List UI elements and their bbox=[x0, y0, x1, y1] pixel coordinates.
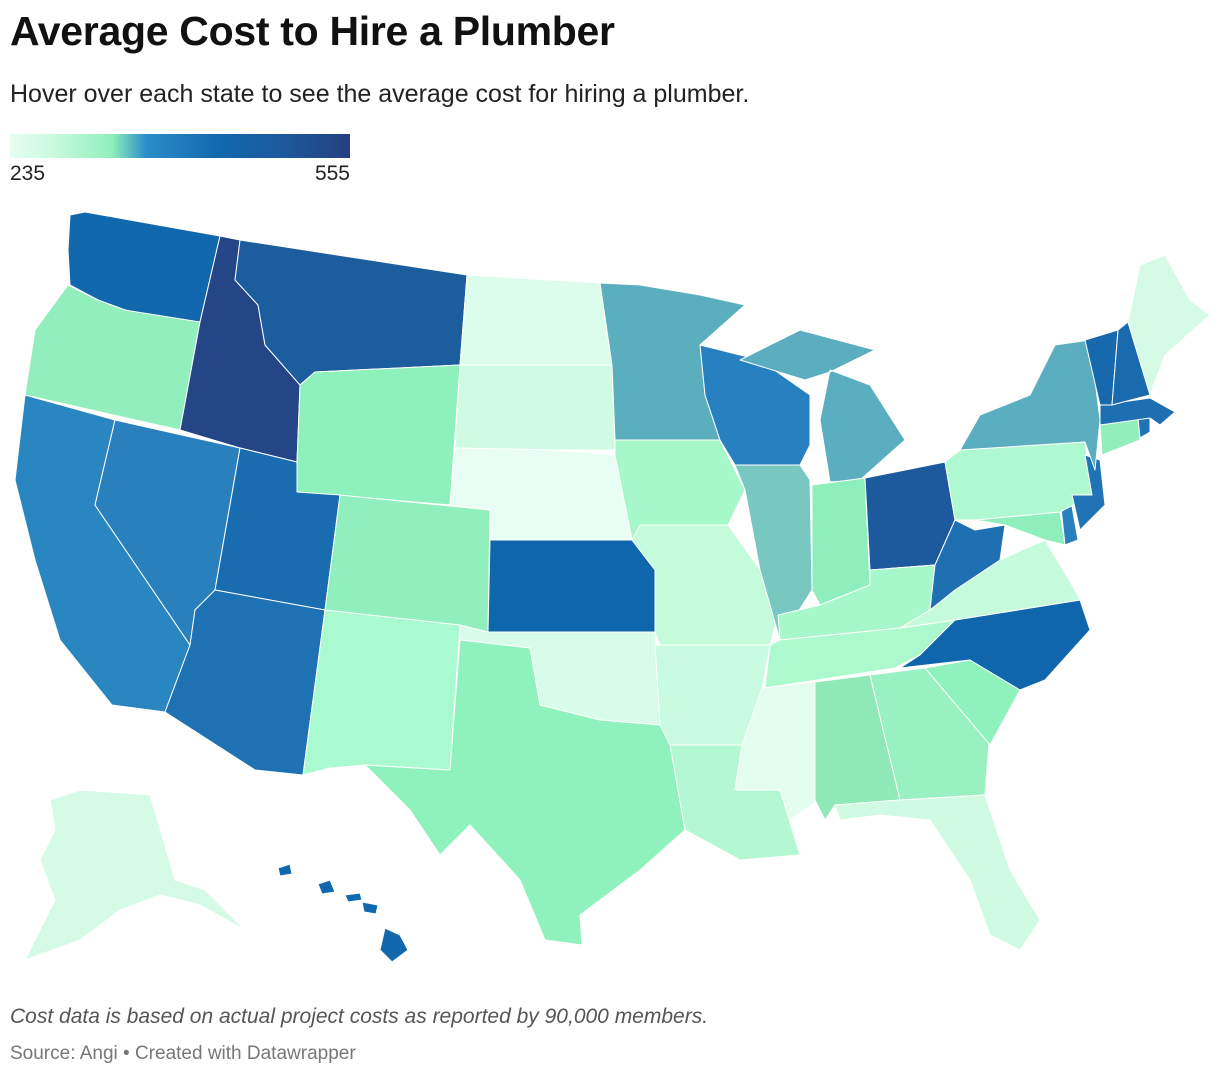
state-north-dakota[interactable] bbox=[459, 274, 613, 366]
us-state-map bbox=[14, 211, 1211, 963]
footer-source: Source: Angi • Created with Datawrapper bbox=[10, 1043, 356, 1064]
legend-labels: 235 555 bbox=[10, 162, 350, 188]
legend-gradient-bar bbox=[10, 134, 350, 158]
state-colorado[interactable] bbox=[324, 494, 491, 633]
state-wyoming[interactable] bbox=[296, 364, 461, 506]
state-indiana[interactable] bbox=[811, 477, 871, 606]
state-georgia[interactable] bbox=[869, 667, 991, 801]
state-west-virginia[interactable] bbox=[929, 519, 1006, 611]
state-maine[interactable] bbox=[1127, 254, 1211, 396]
state-kansas[interactable] bbox=[487, 539, 656, 633]
state-south-dakota[interactable] bbox=[454, 364, 616, 451]
state-florida[interactable] bbox=[834, 794, 1041, 951]
state-massachusetts[interactable] bbox=[1099, 397, 1176, 426]
state-hawaii[interactable] bbox=[277, 863, 409, 963]
color-legend: 235 555 bbox=[10, 134, 350, 188]
state-new-jersey[interactable] bbox=[1071, 454, 1106, 531]
legend-max-label: 555 bbox=[314, 162, 350, 185]
state-alaska[interactable] bbox=[24, 789, 246, 961]
footer-note: Cost data is based on actual project cos… bbox=[10, 1005, 709, 1028]
state-texas[interactable] bbox=[364, 639, 686, 946]
legend-min-label: 235 bbox=[10, 162, 46, 185]
state-rhode-island[interactable] bbox=[1137, 417, 1151, 439]
state-new-mexico[interactable] bbox=[302, 609, 461, 776]
chart-title: Average Cost to Hire a Plumber bbox=[10, 8, 615, 54]
chart-subtitle: Hover over each state to see the average… bbox=[10, 80, 750, 108]
